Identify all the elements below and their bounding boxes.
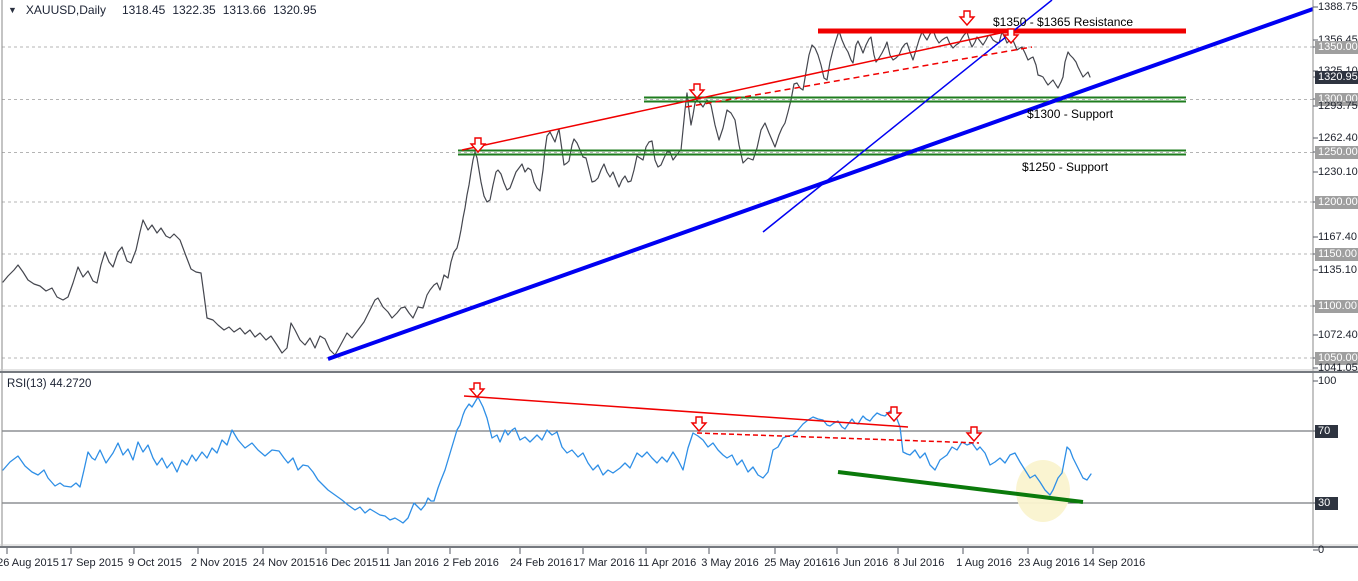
major-uptrend-trendline xyxy=(327,7,1314,361)
time-axis-label[interactable]: 2 Nov 2015 xyxy=(190,557,248,569)
rsi-divergence-solid-trendline xyxy=(463,395,909,428)
axis-price-label: 1293.75 xyxy=(1318,100,1358,112)
axis-price-label: 1230.10 xyxy=(1318,166,1358,178)
time-axis-label[interactable]: 2 Feb 2016 xyxy=(443,557,499,569)
rsi-indicator-name: RSI(13) xyxy=(7,378,47,390)
time-axis-label[interactable]: 26 Aug 2015 xyxy=(0,557,59,569)
rising-wedge-dashed-trendline xyxy=(685,46,1033,108)
time-axis-label[interactable]: 17 Sep 2015 xyxy=(60,557,124,569)
down-arrow-icon xyxy=(469,137,487,154)
down-arrow-icon xyxy=(885,406,903,423)
rsi-series-line xyxy=(2,396,1092,524)
rsi-support-green-trendline xyxy=(837,470,1084,504)
rsi-indicator-label: RSI(13) 44.2720 xyxy=(7,378,91,390)
axis-level-badge: 1200.00 xyxy=(1315,196,1358,209)
support-1250-annotation-label: $1250 - Support xyxy=(1022,160,1109,174)
time-axis-label[interactable]: 11 Apr 2016 xyxy=(637,557,697,569)
axis-current-value-badge: 70 xyxy=(1315,425,1338,438)
rsi-indicator-value: 44.2720 xyxy=(49,378,92,390)
down-arrow-icon xyxy=(958,10,976,27)
high-value: 1322.35 xyxy=(172,3,216,17)
axis-level-badge: 1350.00 xyxy=(1315,41,1358,54)
axis-level-badge: 1050.00 xyxy=(1315,352,1358,365)
time-axis-label[interactable]: 14 Sep 2016 xyxy=(1082,557,1146,569)
down-arrow-icon xyxy=(468,382,486,399)
axis-level-badge: 1300.00 xyxy=(1315,93,1358,106)
axis-level-badge: 1250.00 xyxy=(1315,146,1358,159)
chart-title: ▼ XAUUSD,Daily 1318.45 1322.35 1313.66 1… xyxy=(8,3,317,17)
down-arrow-icon xyxy=(1002,28,1020,45)
open-value: 1318.45 xyxy=(121,3,166,17)
time-axis-label[interactable]: 11 Jan 2016 xyxy=(379,557,439,569)
down-arrow-icon xyxy=(965,426,983,443)
axis-price-label: 0 xyxy=(1318,544,1325,556)
rising-wedge-solid-trendline xyxy=(461,31,1006,151)
time-axis-label[interactable]: 8 Jul 2016 xyxy=(893,557,945,569)
time-axis-label[interactable]: 24 Nov 2015 xyxy=(252,557,316,569)
axis-price-label: 1041.05 xyxy=(1318,362,1358,374)
low-value: 1313.66 xyxy=(222,3,267,17)
time-axis-label[interactable]: 16 Dec 2015 xyxy=(315,557,379,569)
time-axis-label[interactable]: 16 Jun 2016 xyxy=(827,557,889,569)
rsi-divergence-dashed-trendline xyxy=(696,432,980,444)
time-axis-label[interactable]: 9 Oct 2015 xyxy=(128,557,182,569)
down-arrow-icon xyxy=(688,83,706,100)
down-arrow-icon xyxy=(690,416,708,433)
axis-price-label: 1135.10 xyxy=(1318,264,1357,276)
time-axis-label[interactable]: 24 Feb 2016 xyxy=(510,557,572,569)
axis-level-badge: 1100.00 xyxy=(1315,300,1358,313)
time-axis-label[interactable]: 1 Aug 2016 xyxy=(956,557,1012,569)
steep-uptrend-trendline xyxy=(762,0,1053,233)
time-axis-label[interactable]: 3 May 2016 xyxy=(701,557,759,569)
axis-current-value-badge: 1320.95 xyxy=(1315,71,1358,84)
axis-level-badge: 1150.00 xyxy=(1315,248,1358,261)
axis-price-label: 1388.75 xyxy=(1318,1,1358,13)
axis-current-value-badge: 30 xyxy=(1315,497,1338,510)
axis-price-label: 100 xyxy=(1318,375,1337,387)
time-axis-label[interactable]: 17 Mar 2016 xyxy=(573,557,635,569)
time-axis-label[interactable]: 23 Aug 2016 xyxy=(1018,557,1080,569)
close-value: 1320.95 xyxy=(273,3,317,17)
support-1300-annotation-label: $1300 - Support xyxy=(1027,107,1114,121)
axis-price-label: 1167.40 xyxy=(1318,231,1357,243)
rsi-highlight-ellipse xyxy=(1016,460,1070,522)
axis-price-label: 1262.40 xyxy=(1318,132,1358,144)
collapse-quotes-icon[interactable]: ▼ xyxy=(8,5,17,15)
symbol-period-label: XAUUSD,Daily xyxy=(25,3,106,17)
axis-price-label: 1072.40 xyxy=(1318,329,1358,341)
price-series-line xyxy=(2,29,1091,356)
resistance-annotation-label: $1350 - $1365 Resistance xyxy=(993,15,1134,29)
time-axis-label[interactable]: 25 May 2016 xyxy=(764,557,828,569)
